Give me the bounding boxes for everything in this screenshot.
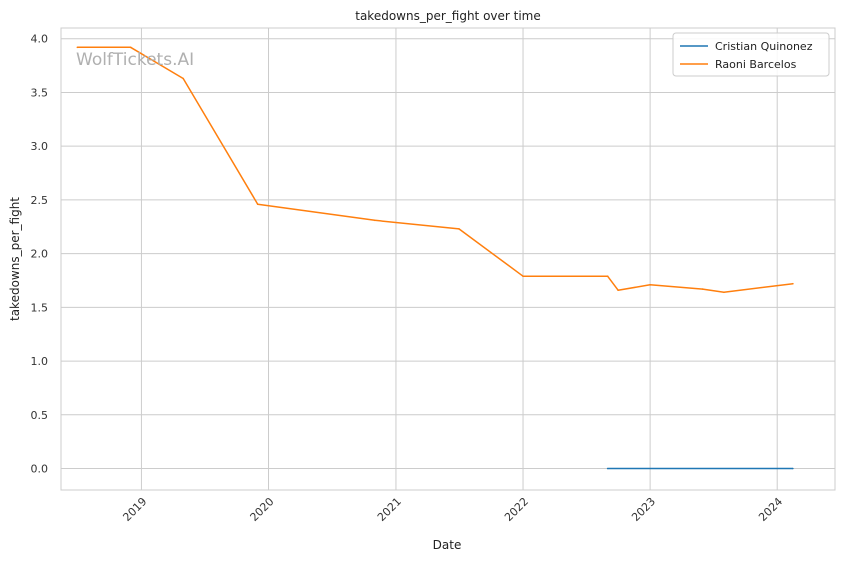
x-tick-labels: 2019 2020 2021 2022 2023 2024 — [120, 495, 785, 524]
y-tick-labels: 0.0 0.5 1.0 1.5 2.0 2.5 3.0 3.5 4.0 — [31, 33, 49, 476]
plot-area — [61, 28, 835, 490]
data-point — [792, 282, 794, 285]
legend-entry-label: Raoni Barcelos — [715, 58, 797, 71]
plot-frame — [60, 27, 836, 491]
watermark-text: WolfTickets.AI — [76, 50, 194, 70]
data-point — [373, 219, 376, 222]
x-tick-label: 2020 — [248, 495, 277, 524]
data-point — [606, 275, 609, 277]
series-layer — [76, 46, 794, 470]
x-tick-label: 2024 — [756, 495, 785, 524]
legend: Cristian Quinonez Raoni Barcelos — [672, 32, 830, 77]
x-tick-label: 2021 — [375, 495, 404, 524]
y-tick-label: 0.5 — [31, 409, 49, 422]
data-point — [458, 228, 460, 230]
y-tick-label: 3.5 — [31, 86, 49, 99]
data-point — [617, 289, 619, 291]
y-tick-label: 2.0 — [31, 248, 49, 261]
y-axis-label: takedowns_per_fight — [8, 197, 22, 321]
chart-title: takedowns_per_fight over time — [355, 9, 541, 23]
y-tick-label: 3.0 — [31, 140, 49, 153]
x-tick-label: 2019 — [120, 495, 149, 524]
data-point — [606, 467, 609, 470]
data-point — [256, 203, 259, 206]
x-tick-label: 2022 — [502, 495, 531, 524]
data-point — [76, 46, 79, 49]
y-tick-label: 4.0 — [31, 33, 49, 46]
legend-entry-label: Cristian Quinonez — [715, 40, 813, 53]
y-tick-label: 2.5 — [31, 194, 49, 207]
y-tick-label: 1.5 — [31, 301, 49, 314]
x-axis-label: Date — [433, 538, 462, 552]
data-point — [649, 283, 651, 286]
data-point — [129, 46, 132, 49]
data-point — [792, 467, 794, 470]
x-tick-label: 2023 — [629, 495, 658, 524]
y-tick-label: 1.0 — [31, 355, 49, 368]
data-point — [522, 275, 524, 277]
data-point — [723, 291, 725, 294]
legend-box — [672, 32, 830, 77]
data-point — [701, 288, 704, 290]
y-tick-label: 0.0 — [31, 463, 49, 476]
data-point — [182, 77, 185, 80]
grid — [61, 28, 835, 490]
